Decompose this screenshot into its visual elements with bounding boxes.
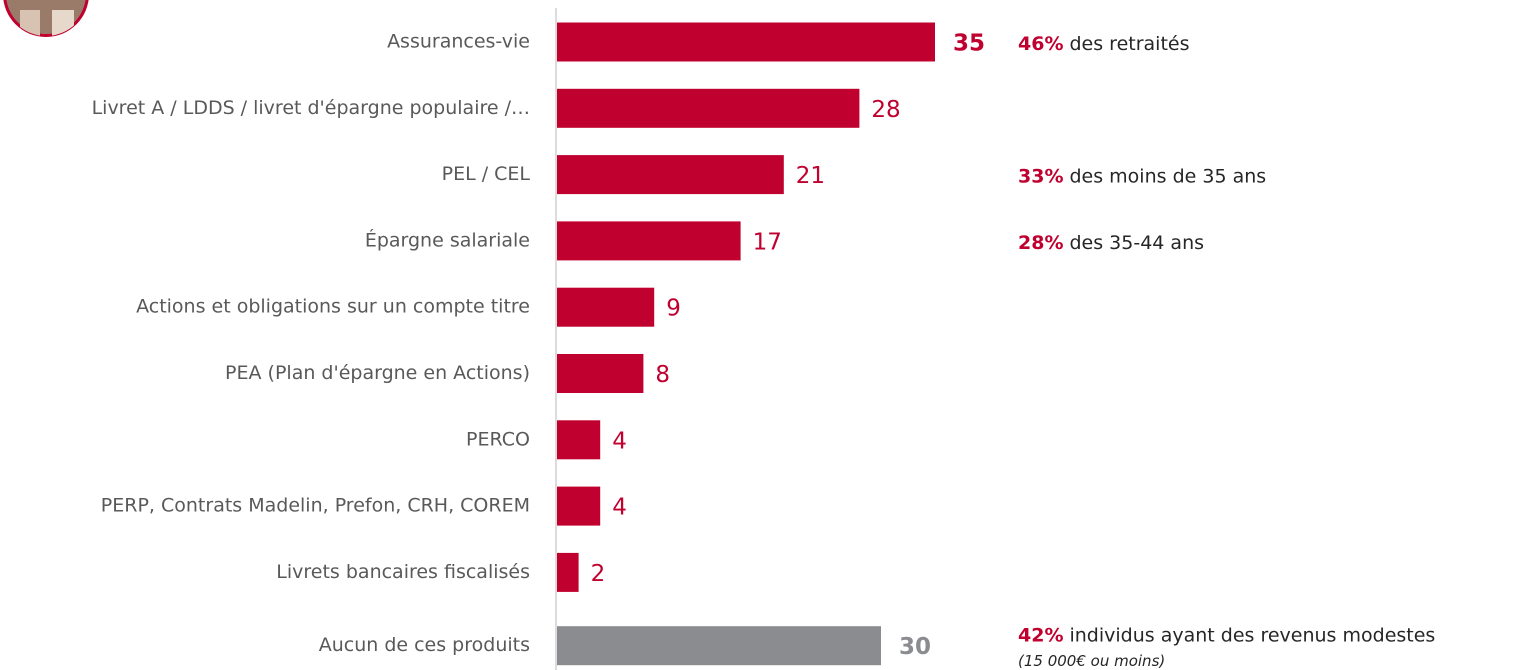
category-label: PEL / CEL	[442, 163, 531, 185]
bar	[557, 288, 654, 327]
bar	[557, 155, 784, 194]
bar	[557, 221, 741, 260]
annotation-text: des 35-44 ans	[1069, 231, 1204, 253]
bar	[557, 420, 600, 459]
value-label: 4	[612, 428, 627, 454]
bar	[557, 553, 579, 592]
value-label: 2	[591, 561, 606, 587]
annotation-text: individus ayant des revenus modestes	[1069, 624, 1435, 646]
value-label: 9	[666, 296, 681, 322]
bar	[557, 89, 859, 128]
value-label: 30	[899, 634, 931, 660]
bar	[557, 23, 935, 62]
icon	[3, 0, 89, 40]
annotation-text: des retraités	[1069, 33, 1189, 55]
bar	[557, 626, 881, 665]
annotation: 46% des retraités	[1018, 33, 1189, 55]
category-label: Livret A / LDDS / livret d'épargne popul…	[92, 97, 530, 119]
chart: Assurances-vie 35 46% des retraités Livret A…	[0, 0, 1534, 670]
bar	[557, 487, 600, 526]
category-label: Épargne salariale	[365, 228, 530, 251]
annotation-highlight: 46%	[1018, 33, 1063, 55]
annotation-text: des moins de 35 ans	[1069, 165, 1266, 187]
category-label: Aucun de ces produits	[319, 634, 530, 656]
category-label: Actions et obligations sur un compte tit…	[136, 296, 530, 318]
value-label: 35	[953, 31, 985, 57]
category-label: Assurances-vie	[387, 31, 530, 53]
annotation-highlight: 28%	[1018, 231, 1063, 253]
category-label: Livrets bancaires fiscalisés	[276, 561, 530, 583]
annotation-note: (15 000€ ou moins)	[1018, 652, 1165, 670]
annotation: 33% des moins de 35 ans	[1018, 165, 1266, 187]
annotation-highlight: 33%	[1018, 165, 1063, 187]
annotation: 28% des 35-44 ans	[1018, 231, 1204, 253]
value-label: 28	[871, 97, 900, 123]
annotation: 42% individus ayant des revenus modestes	[1018, 624, 1435, 646]
bar	[557, 354, 643, 393]
category-label: PERP, Contrats Madelin, Prefon, CRH, COR…	[101, 495, 530, 517]
annotation-highlight: 42%	[1018, 624, 1063, 646]
value-label: 17	[753, 229, 782, 255]
category-label: PEA (Plan d'épargne en Actions)	[225, 362, 530, 384]
category-label: PERCO	[466, 428, 530, 450]
value-label: 4	[612, 495, 627, 521]
value-label: 21	[796, 163, 825, 189]
value-label: 8	[655, 362, 670, 388]
